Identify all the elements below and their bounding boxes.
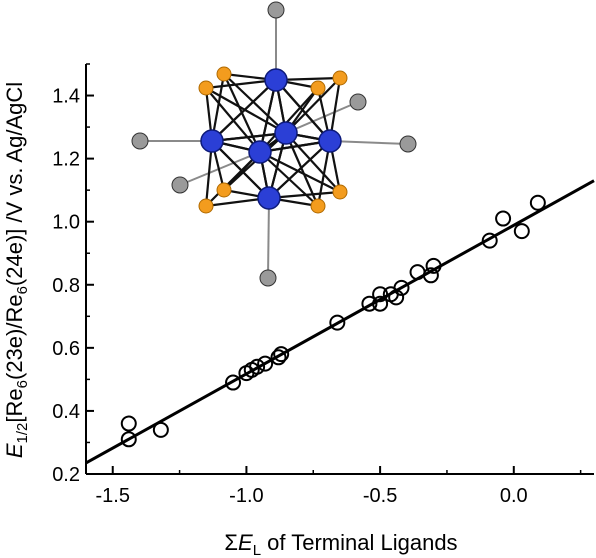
terminal-atom: [259, 269, 277, 287]
terminal-bond: [267, 197, 270, 279]
data-point: [152, 421, 169, 438]
data-point: [372, 295, 389, 312]
y-axis-title: E1/2[Re6(23e)/Re6(24e)] /V vs. Ag/AgCl: [2, 82, 31, 458]
x-tick-label: 0.0: [500, 485, 528, 507]
terminal-bond: [179, 151, 261, 186]
data-point: [270, 349, 287, 366]
cluster-bond: [258, 79, 278, 153]
cluster-bond: [211, 131, 287, 143]
re6-cluster-inset: [131, 1, 417, 287]
cluster-bond: [205, 87, 287, 134]
data-point: [249, 358, 266, 375]
data-point: [361, 295, 378, 312]
x-tick-label: -1.5: [96, 485, 130, 507]
data-point: [513, 223, 530, 240]
cluster-bond: [275, 79, 331, 142]
data-point: [422, 267, 439, 284]
y-tick-label: 1.2: [52, 149, 80, 171]
face-ligand-atom: [332, 70, 348, 86]
y-tick-label: 1.4: [52, 86, 80, 108]
y-tick-label: 1.0: [52, 212, 80, 234]
cluster-bond: [259, 87, 319, 153]
x-ticks: -1.5 -1.0 -0.5 0.0: [96, 466, 582, 507]
cluster-bond: [205, 87, 261, 153]
re-atom: [248, 140, 272, 164]
re-atom: [200, 129, 224, 153]
re-atom: [264, 68, 288, 92]
data-point: [529, 194, 546, 211]
cluster-bond: [259, 151, 341, 193]
re-atom: [257, 186, 281, 210]
face-ligand-atom: [198, 198, 214, 214]
data-point: [481, 232, 498, 249]
data-point: [120, 415, 137, 432]
cluster-bond: [268, 140, 331, 199]
data-point: [388, 289, 405, 306]
cluster-bond: [223, 73, 287, 134]
face-ligand-atom: [198, 80, 214, 96]
re-atom: [274, 121, 298, 145]
data-point: [120, 431, 137, 448]
terminal-atom: [267, 1, 285, 19]
data-point: [257, 355, 274, 372]
y-tick-label: 0.4: [52, 401, 80, 423]
terminal-atom: [131, 132, 149, 150]
data-point: [273, 346, 290, 363]
y-tick-label: 0.2: [52, 464, 80, 486]
y-ticks: 0.2 0.4 0.6 0.8 1.0 1.2 1.4: [52, 63, 94, 486]
fit-line: [85, 179, 595, 465]
face-ligand-atom: [332, 184, 348, 200]
terminal-bond: [285, 101, 359, 134]
x-tick-label: -0.5: [363, 485, 397, 507]
terminal-atom: [171, 176, 189, 194]
data-points: [120, 194, 546, 448]
terminal-atom: [349, 93, 367, 111]
cluster-bond: [268, 190, 341, 200]
face-ligand-atom: [216, 66, 232, 82]
data-point: [372, 286, 389, 303]
y-tick-label: 0.6: [52, 338, 80, 360]
data-point: [393, 279, 410, 296]
cluster-bond: [285, 132, 341, 193]
terminal-bond: [329, 140, 409, 145]
cluster-bond: [285, 77, 341, 134]
face-ligand-atom: [216, 182, 232, 198]
re-atom: [318, 129, 342, 153]
x-tick-label: -1.0: [229, 485, 263, 507]
terminal-atom: [399, 135, 417, 153]
face-ligand-atom: [310, 198, 326, 214]
data-point: [495, 210, 512, 227]
data-point: [329, 314, 346, 331]
data-point: [425, 257, 442, 274]
cluster-bond: [223, 73, 261, 153]
cluster-bond: [211, 140, 270, 199]
y-tick-label: 0.8: [52, 275, 80, 297]
face-ligand-atom: [310, 80, 326, 96]
data-point: [225, 374, 242, 391]
x-axis-title: ΣEL of Terminal Ligands: [224, 530, 457, 558]
cluster-bond: [259, 139, 331, 154]
